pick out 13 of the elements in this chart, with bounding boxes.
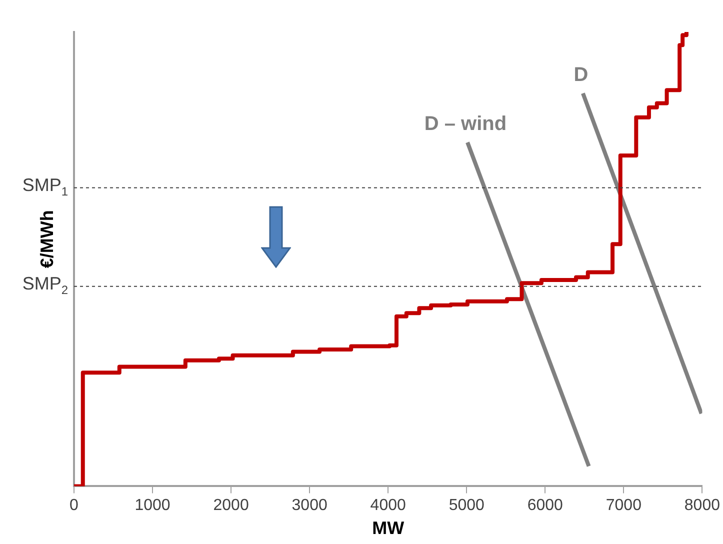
x-tick-label: 3000 [292,497,328,514]
x-tick-label: 6000 [527,497,564,514]
x-tick-label: 0 [70,497,79,514]
series-label: D – wind [424,112,507,135]
series-label: D [574,64,588,86]
x-tick-label: 1000 [134,497,170,514]
y-axis-title: €/MWh [36,210,57,268]
x-tick-label: 5000 [448,497,485,514]
x-axis-title: MW [372,518,404,538]
x-tick-label: 2000 [213,497,249,514]
x-tick-label: 4000 [370,497,406,514]
x-tick-label: 8000 [684,497,720,514]
x-tick-label: 7000 [606,497,642,514]
